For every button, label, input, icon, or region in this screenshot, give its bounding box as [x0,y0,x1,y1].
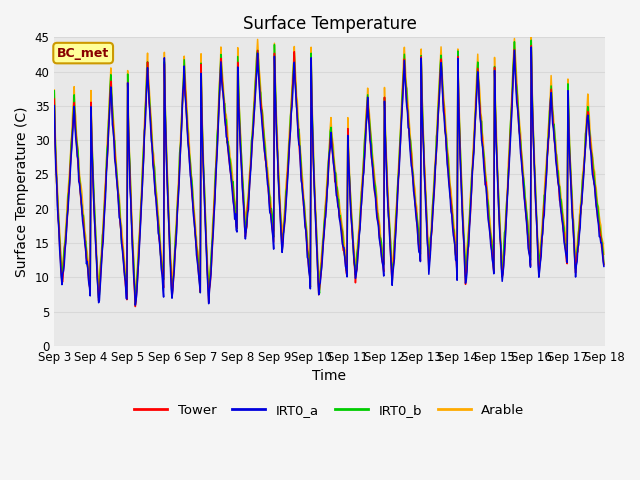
Y-axis label: Surface Temperature (C): Surface Temperature (C) [15,107,29,277]
Arable [202,237,210,242]
IRT0_a [117,226,125,232]
IRT0_a [51,103,58,108]
Line: IRT0_a: IRT0_a [54,47,604,305]
Arable [600,252,608,257]
IRT0_a [202,250,210,255]
Tower [173,212,181,217]
IRT0_a [413,219,420,225]
IRT0_a [131,302,139,308]
Arable [527,33,535,39]
X-axis label: Time: Time [312,369,346,383]
Line: Tower: Tower [54,46,604,307]
Arable [397,124,404,130]
Tower [131,304,139,310]
IRT0_b [117,225,125,231]
IRT0_a [600,264,608,269]
IRT0_a [527,44,535,50]
Tower [527,43,535,48]
Arable [173,196,181,202]
Arable [131,293,139,299]
Title: Surface Temperature: Surface Temperature [243,15,417,33]
Tower [202,245,210,251]
Tower [60,258,68,264]
IRT0_a [397,137,404,143]
Arable [413,203,420,209]
IRT0_b [413,210,420,216]
Tower [51,96,58,102]
IRT0_a [60,262,68,268]
IRT0_b [202,243,210,249]
IRT0_b [131,301,139,307]
Line: Arable: Arable [54,36,604,296]
Tower [117,227,125,232]
Tower [413,218,420,224]
IRT0_b [173,204,181,210]
IRT0_a [173,209,181,215]
IRT0_b [527,37,535,43]
Arable [51,87,58,93]
IRT0_b [397,129,404,135]
IRT0_b [600,261,608,267]
Tower [397,137,404,143]
Arable [60,244,68,250]
Legend: Tower, IRT0_a, IRT0_b, Arable: Tower, IRT0_a, IRT0_b, Arable [129,399,530,422]
IRT0_b [51,88,58,94]
Tower [600,262,608,268]
IRT0_b [60,245,68,251]
Text: BC_met: BC_met [57,47,109,60]
Line: IRT0_b: IRT0_b [54,40,604,304]
Arable [117,218,125,224]
